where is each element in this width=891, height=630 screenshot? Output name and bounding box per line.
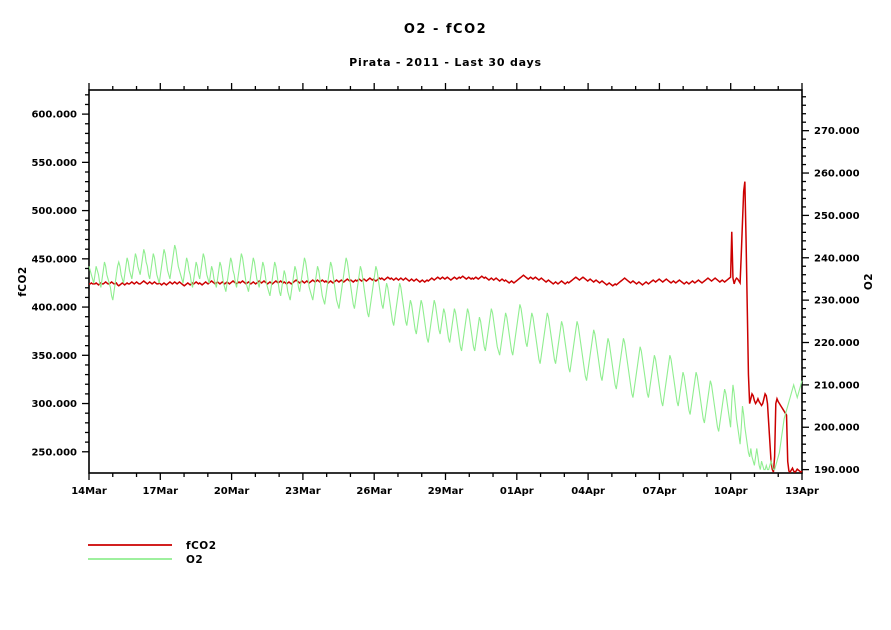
x-tick-label: 29Mar <box>428 486 464 497</box>
series-layer <box>88 181 803 474</box>
x-tick-label: 23Mar <box>285 486 321 497</box>
series-line-fco2 <box>89 181 803 474</box>
y-left-tick-label: 600.000 <box>31 110 77 121</box>
x-tick-label: 04Apr <box>571 486 605 497</box>
y-right-tick-label: 210.000 <box>814 380 860 391</box>
y-left-tick-label: 550.000 <box>31 158 77 169</box>
y-right-tick-label: 260.000 <box>814 169 860 180</box>
legend-label-o2: O2 <box>186 554 203 566</box>
y-right-tick-label: 270.000 <box>814 126 860 137</box>
y-right-tick-label: 250.000 <box>814 211 860 222</box>
y-left-tick-label: 350.000 <box>31 351 77 362</box>
x-tick-label: 17Mar <box>143 486 179 497</box>
y-left-tick-label: 250.000 <box>31 447 77 458</box>
y-right-tick-label: 200.000 <box>814 423 860 434</box>
series-line-o2 <box>88 244 803 471</box>
x-tick-label: 07Apr <box>643 486 677 497</box>
y-right-tick-label: 220.000 <box>814 338 860 349</box>
y-right-axis-title: O2 <box>863 273 875 290</box>
y-right-tick-label: 240.000 <box>814 253 860 264</box>
y-right-tick-label: 190.000 <box>814 465 860 476</box>
y-left-tick-label: 500.000 <box>31 206 77 217</box>
y-left-tick-label: 300.000 <box>31 399 77 410</box>
x-tick-label: 20Mar <box>214 486 250 497</box>
y-left-axis-title: fCO2 <box>17 266 29 297</box>
y-right-tick-label: 230.000 <box>814 296 860 307</box>
y-left-tick-label: 450.000 <box>31 254 77 265</box>
x-tick-label: 14Mar <box>71 486 107 497</box>
x-tick-label: 10Apr <box>714 486 748 497</box>
chart-subtitle: Pirata - 2011 - Last 30 days <box>349 56 542 69</box>
legend-label-fco2: fCO2 <box>186 540 217 552</box>
legend-layer: fCO2 O2 <box>88 540 217 566</box>
x-tick-label: 26Mar <box>356 486 392 497</box>
x-tick-label: 01Apr <box>500 486 534 497</box>
axes-layer: 14Mar 17Mar 20Mar 23Mar 26Mar 29Mar 01Apr 04Apr… <box>17 83 875 497</box>
chart-title: O2 - fCO2 <box>403 22 488 37</box>
x-tick-label: 13Apr <box>785 486 819 497</box>
y-left-tick-label: 400.000 <box>31 303 77 314</box>
